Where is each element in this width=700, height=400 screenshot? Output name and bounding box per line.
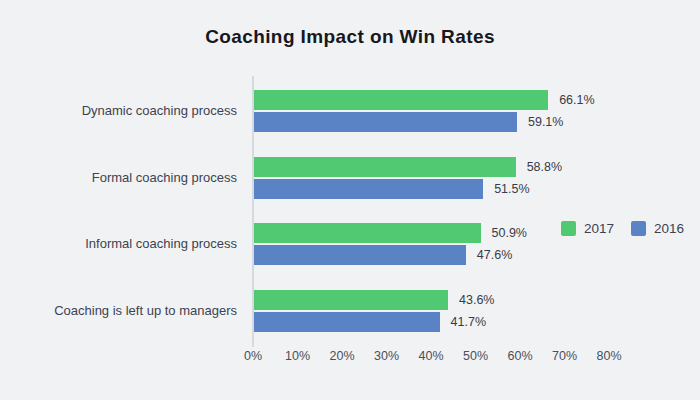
category-label: Coaching is left up to managers xyxy=(0,303,237,319)
category-label: Formal coaching process xyxy=(0,170,237,186)
bar-value-label: 47.6% xyxy=(477,248,512,263)
bar-2016 xyxy=(254,112,517,132)
chart-title: Coaching Impact on Win Rates xyxy=(0,26,700,48)
bar-value-label: 66.1% xyxy=(559,93,594,108)
x-tick-label: 50% xyxy=(454,349,498,363)
x-tick-label: 70% xyxy=(543,349,587,363)
legend-label: 2016 xyxy=(654,221,684,236)
legend-swatch-icon xyxy=(561,221,576,236)
bar-value-label: 41.7% xyxy=(451,315,486,330)
bar-value-label: 43.6% xyxy=(459,293,494,308)
legend-item-2017: 2017 xyxy=(561,221,614,236)
bar-value-label: 51.5% xyxy=(494,182,529,197)
legend-label: 2017 xyxy=(584,221,614,236)
x-tick-label: 0% xyxy=(231,349,275,363)
legend-item-2016: 2016 xyxy=(631,221,684,236)
bar-2016 xyxy=(254,312,440,332)
legend-swatch-icon xyxy=(631,221,646,236)
category-label: Informal coaching process xyxy=(0,236,237,252)
bar-value-label: 59.1% xyxy=(528,115,563,130)
bar-value-label: 58.8% xyxy=(527,160,562,175)
x-tick-label: 40% xyxy=(409,349,453,363)
x-tick-label: 60% xyxy=(498,349,542,363)
bar-2017 xyxy=(254,90,548,110)
bar-2016 xyxy=(254,179,483,199)
x-tick-label: 30% xyxy=(365,349,409,363)
bar-value-label: 50.9% xyxy=(492,226,527,241)
bar-chart: Coaching Impact on Win Rates Dynamic coa… xyxy=(0,0,700,400)
legend: 2017 2016 xyxy=(561,221,684,236)
bar-2017 xyxy=(254,157,516,177)
x-tick-label: 80% xyxy=(587,349,631,363)
bar-2017 xyxy=(254,223,481,243)
category-label: Dynamic coaching process xyxy=(0,103,237,119)
bar-2017 xyxy=(254,290,448,310)
bar-2016 xyxy=(254,245,466,265)
x-tick-label: 10% xyxy=(276,349,320,363)
x-tick-label: 20% xyxy=(320,349,364,363)
